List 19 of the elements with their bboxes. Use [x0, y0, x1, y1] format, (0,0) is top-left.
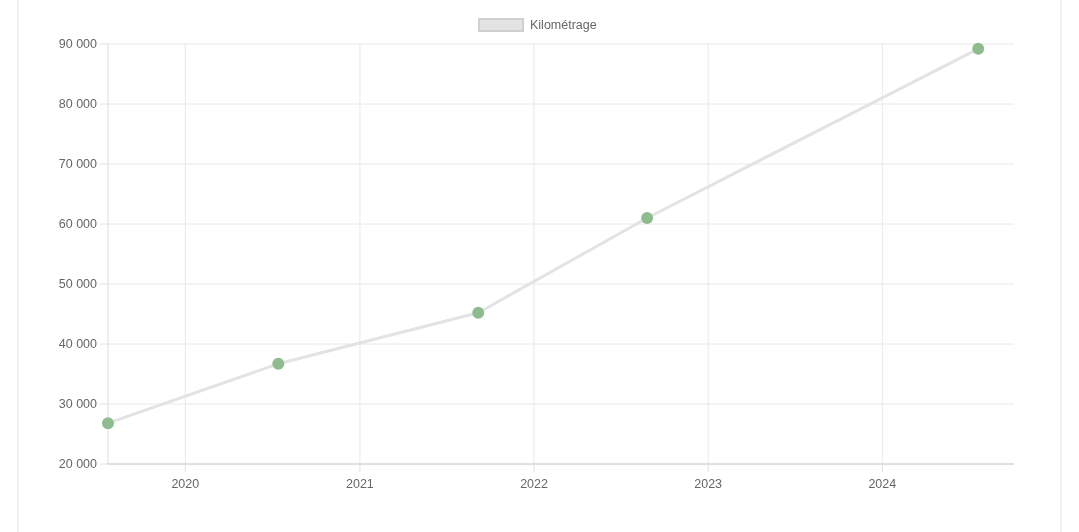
y-tick-label: 80 000	[58, 97, 98, 112]
y-tick-label: 30 000	[58, 397, 98, 412]
y-tick-label: 40 000	[58, 337, 98, 352]
point	[972, 42, 985, 55]
y-tick-label: 60 000	[58, 217, 98, 232]
x-tick-label: 2020	[171, 477, 200, 491]
x-tick-label: 2023	[694, 477, 723, 491]
y-tick-label: 90 000	[58, 37, 98, 52]
y-tick-label: 20 000	[58, 457, 98, 472]
point	[641, 212, 654, 224]
legend-label: Kilométrage	[530, 18, 597, 33]
point	[472, 306, 485, 319]
x-tick-label: 2021	[346, 477, 374, 491]
y-tick-label: 50 000	[58, 277, 98, 292]
point	[272, 357, 285, 370]
point	[102, 417, 114, 430]
x-tick-label: 2022	[520, 477, 548, 491]
y-tick-label: 70 000	[58, 157, 98, 172]
x-tick-label: 2024	[868, 477, 897, 491]
